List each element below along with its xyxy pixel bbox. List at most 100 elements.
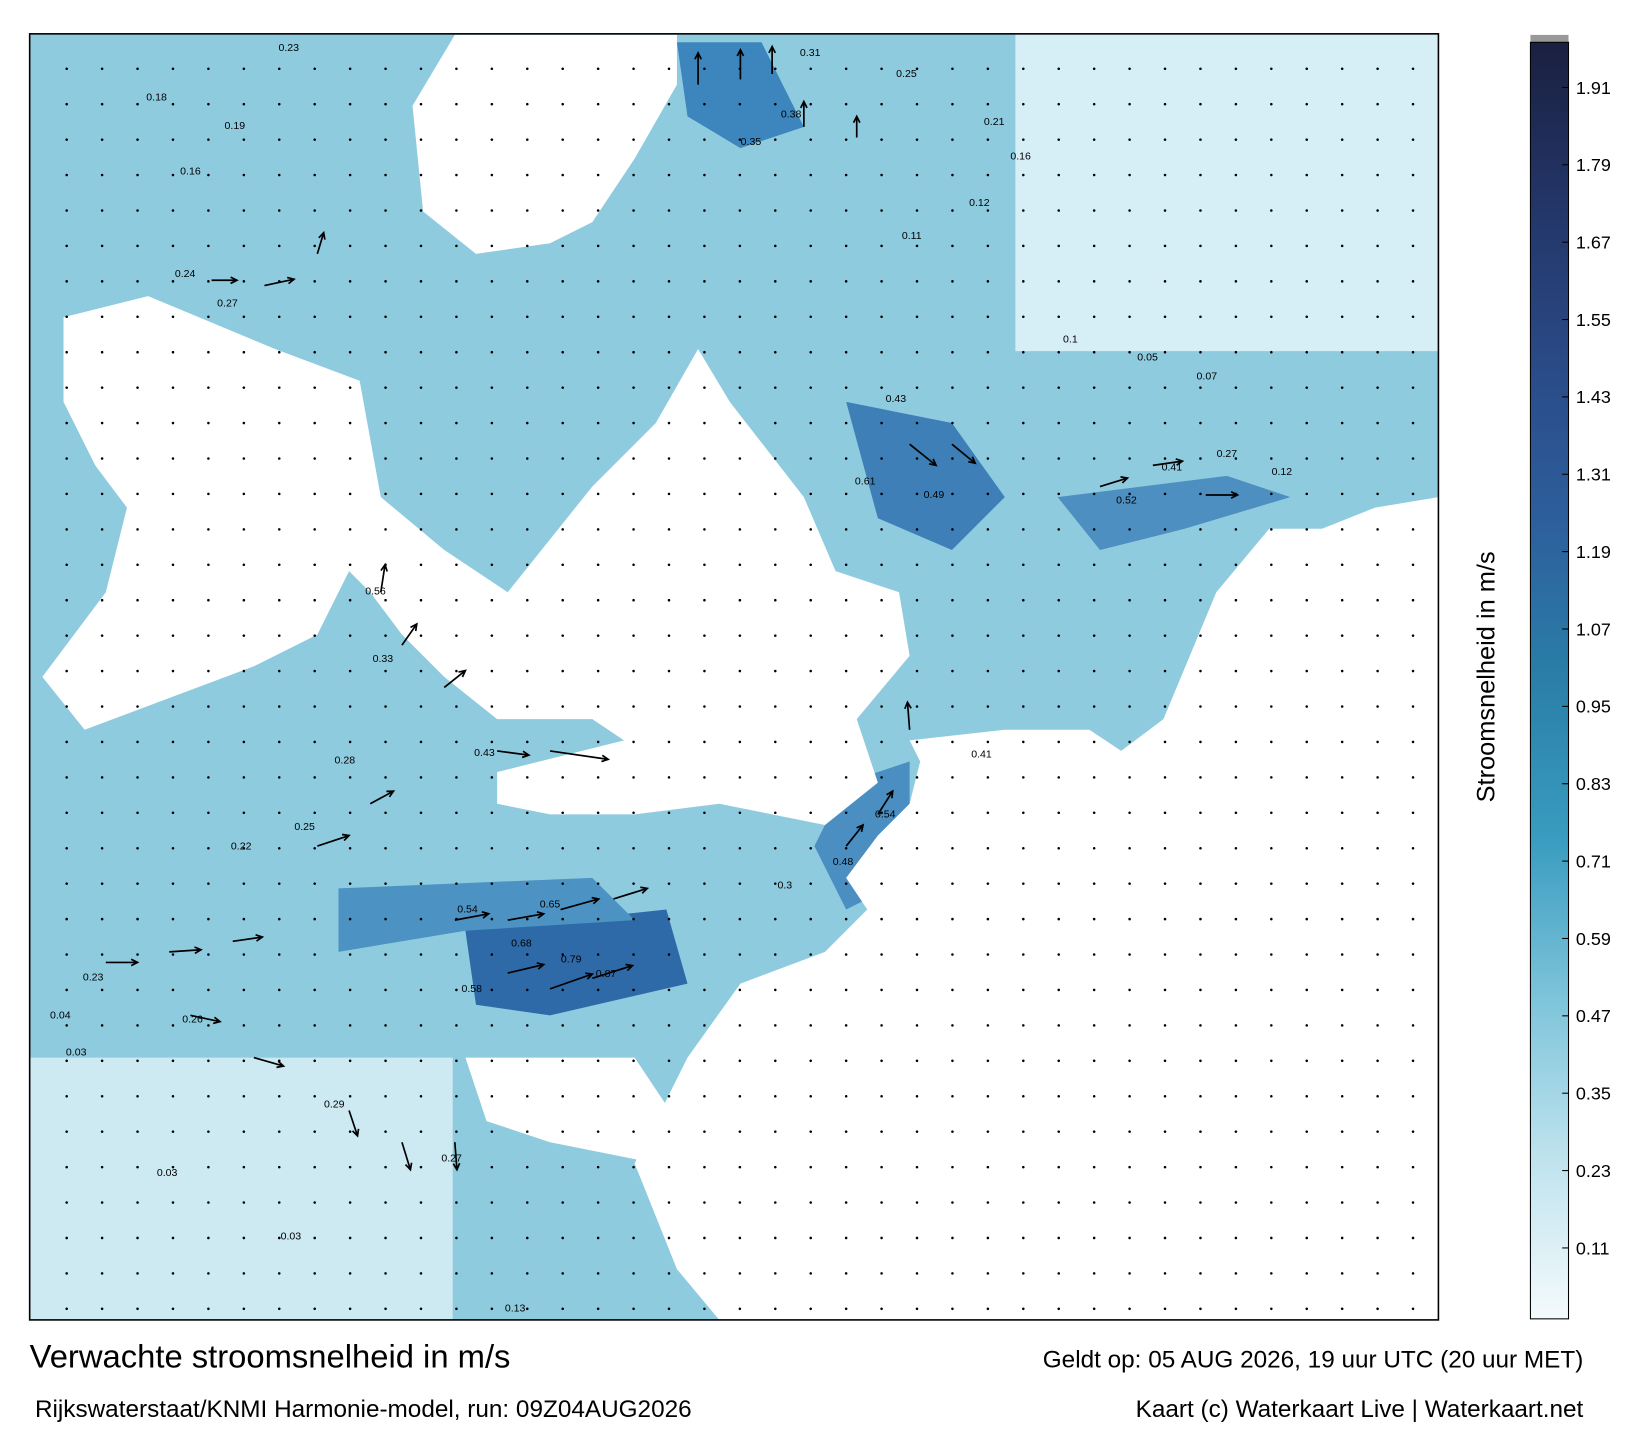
grid-dot xyxy=(384,882,387,885)
grid-dot xyxy=(1199,1236,1202,1240)
grid-dot xyxy=(65,1130,68,1133)
grid-dot xyxy=(1305,1059,1309,1063)
grid-dot xyxy=(1199,811,1202,815)
grid-dot xyxy=(596,1024,600,1027)
grid-dot xyxy=(951,209,954,212)
grid-dot xyxy=(455,138,458,141)
grid-dot xyxy=(348,350,352,354)
grid-dot xyxy=(986,492,990,496)
grid-dot xyxy=(809,528,812,531)
grid-dot xyxy=(419,209,423,212)
grid-dot xyxy=(951,705,954,708)
grid-dot xyxy=(1022,1165,1025,1169)
grid-dot xyxy=(1234,917,1238,921)
grid-dot xyxy=(880,1130,883,1133)
grid-dot xyxy=(951,988,954,992)
speed-label: 0.03 xyxy=(66,1047,87,1059)
grid-dot xyxy=(419,1024,423,1027)
grid-dot xyxy=(1057,988,1061,992)
grid-dot xyxy=(277,811,281,815)
grid-dot xyxy=(100,705,104,708)
grid-dot xyxy=(1270,350,1273,354)
grid-dot xyxy=(1234,209,1238,212)
speed-label: 0.58 xyxy=(461,983,482,995)
grid-dot xyxy=(419,173,423,177)
grid-dot xyxy=(1234,1094,1238,1098)
grid-dot xyxy=(880,1201,883,1204)
grid-dot xyxy=(526,846,529,850)
grid-dot xyxy=(1376,457,1379,460)
grid-dot xyxy=(419,669,423,673)
grid-dot xyxy=(1270,1059,1273,1063)
grid-dot xyxy=(526,1165,529,1169)
grid-dot xyxy=(844,740,848,744)
grid-dot xyxy=(348,1094,352,1098)
grid-dot xyxy=(844,776,848,779)
speed-label: 0.33 xyxy=(373,653,394,665)
grid-dot xyxy=(1305,1236,1309,1240)
colorbar-tick-label: 0.59 xyxy=(1576,929,1611,949)
grid-dot xyxy=(1163,598,1167,602)
grid-dot xyxy=(65,669,68,673)
grid-dot xyxy=(667,244,671,248)
grid-dot xyxy=(1234,280,1238,283)
grid-dot xyxy=(809,138,812,141)
grid-dot xyxy=(1128,882,1131,885)
shallow-water xyxy=(1015,33,1439,352)
grid-dot xyxy=(207,563,210,567)
grid-dot xyxy=(1270,1307,1273,1311)
grid-dot xyxy=(1022,138,1025,141)
grid-dot xyxy=(419,846,423,850)
grid-dot xyxy=(384,1094,387,1098)
grid-dot xyxy=(738,1024,742,1027)
grid-dot xyxy=(100,846,104,850)
grid-dot xyxy=(632,1165,635,1169)
grid-dot xyxy=(384,528,387,531)
grid-dot xyxy=(951,563,954,567)
grid-dot xyxy=(171,315,175,319)
grid-dot xyxy=(65,1024,68,1027)
grid-dot xyxy=(809,457,812,460)
grid-dot xyxy=(1022,1307,1025,1311)
grid-dot xyxy=(1128,350,1131,354)
grid-dot xyxy=(100,280,104,283)
grid-dot xyxy=(561,634,564,637)
grid-dot xyxy=(242,102,246,106)
grid-dot xyxy=(313,67,316,71)
grid-dot xyxy=(419,1201,423,1204)
grid-dot xyxy=(1092,138,1096,141)
grid-dot xyxy=(65,1307,68,1311)
grid-dot xyxy=(1022,1272,1025,1275)
grid-dot xyxy=(880,457,883,460)
grid-dot xyxy=(136,280,139,283)
grid-dot xyxy=(1057,1024,1061,1027)
speed-label: 0.56 xyxy=(365,585,386,597)
grid-dot xyxy=(632,209,635,212)
grid-dot xyxy=(136,669,139,673)
grid-dot xyxy=(738,988,742,992)
grid-dot xyxy=(986,846,990,850)
grid-dot xyxy=(561,669,564,673)
grid-dot xyxy=(809,882,812,885)
grid-dot xyxy=(1057,421,1061,425)
arrow xyxy=(1205,491,1240,499)
grid-dot xyxy=(703,386,706,389)
grid-dot xyxy=(526,209,529,212)
arrow xyxy=(613,886,650,900)
speed-label: 0.16 xyxy=(1010,151,1031,163)
arrow xyxy=(852,114,861,138)
grid-dot xyxy=(455,1307,458,1311)
grid-dot xyxy=(1057,598,1061,602)
grid-dot xyxy=(703,1272,706,1275)
grid-dot xyxy=(774,917,777,921)
grid-dot xyxy=(632,811,635,815)
grid-dot xyxy=(1305,634,1309,637)
grid-dot xyxy=(951,882,954,885)
arrow xyxy=(592,963,635,980)
grid-dot xyxy=(348,1024,352,1027)
grid-dot xyxy=(384,457,387,460)
grid-dot xyxy=(738,740,742,744)
grid-dot xyxy=(774,1059,777,1063)
grid-dot xyxy=(1340,421,1344,425)
